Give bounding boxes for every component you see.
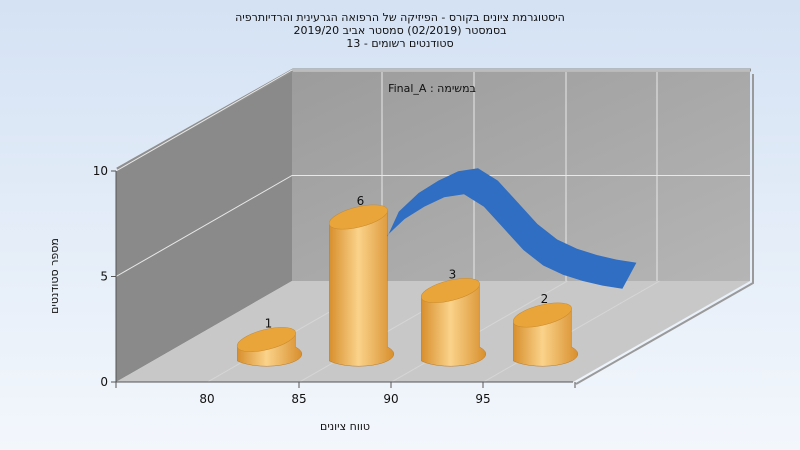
x-tick-label: 95	[475, 392, 490, 406]
distribution-curve	[365, 168, 637, 289]
chart-subtitle: במשימה : Final_A	[388, 82, 476, 95]
y-tick-label: 0	[100, 375, 108, 389]
chart-title-line-1: היסטוגרמת ציונים בקורס - הפיזיקה של הרפו…	[235, 11, 565, 24]
left-wall	[116, 72, 292, 382]
gridline-y	[115, 175, 750, 277]
bar: 6	[328, 194, 394, 367]
gridline-y	[115, 69, 750, 172]
bar-value-label: 1	[265, 317, 273, 331]
x-axis-ticks: 80 85 90 95	[115, 382, 576, 406]
y-axis-label: מספר סטודנטים	[48, 238, 61, 314]
bar-value-label: 3	[449, 268, 457, 282]
x-axis-label: טווח ציונים	[320, 420, 370, 433]
bar: 1	[236, 317, 302, 367]
bar-body	[421, 283, 486, 367]
bar-value-label: 2	[541, 292, 549, 306]
bar-top	[420, 278, 480, 303]
bar: 3	[420, 268, 486, 367]
x-tick-label: 85	[291, 392, 306, 406]
x-tick-label: 90	[383, 392, 398, 406]
chart-title-line-2: בסמסטר (02/2019) סמסטר אביב 2019/20	[293, 24, 506, 37]
bar-top	[236, 327, 296, 352]
y-tick-label: 5	[100, 270, 108, 284]
bar-body	[329, 209, 394, 367]
y-tick-label: 10	[93, 164, 108, 178]
back-wall	[292, 72, 750, 281]
bar-top	[512, 302, 572, 328]
x-tick-label: 80	[199, 392, 214, 406]
bar-value-label: 6	[357, 194, 365, 208]
bar-top	[328, 204, 388, 230]
floor-shadow	[575, 74, 754, 385]
bar: 2	[512, 292, 578, 367]
y-axis-ticks: 0 5 10	[93, 164, 116, 389]
chart-title-line-3: סטודנטים רשומים - 13	[346, 37, 453, 50]
